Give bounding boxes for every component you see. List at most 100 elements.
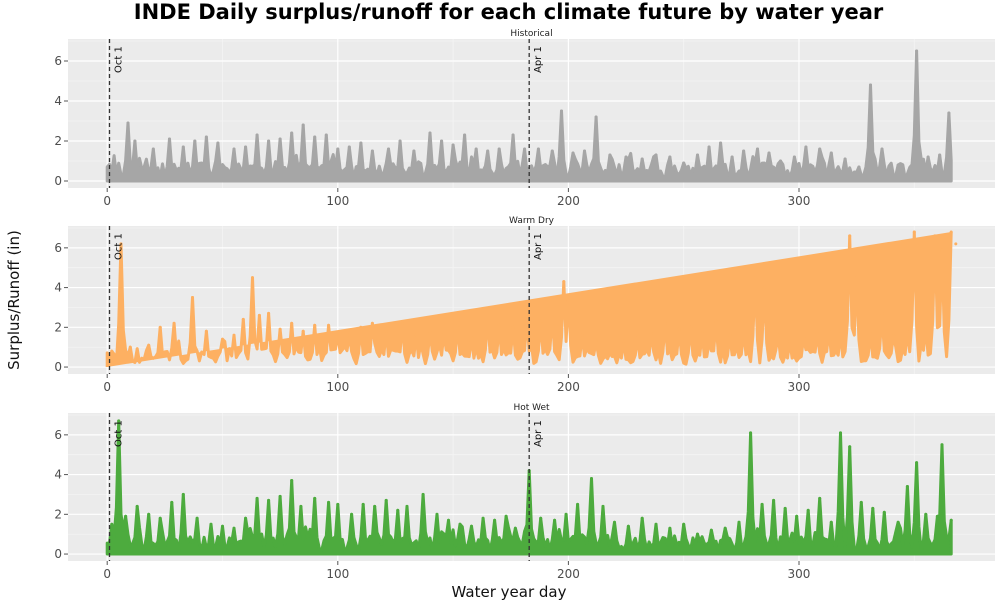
data-point [550, 149, 554, 153]
panel-hot-wet: Oct 1 Apr 1 Hot Wet 0 2 4 6 0 100 200 300 [54, 403, 995, 581]
y-tick-label: 0 [54, 547, 62, 561]
data-point [151, 147, 155, 151]
data-point [818, 147, 822, 151]
data-point [147, 343, 151, 347]
data-point [511, 325, 515, 329]
data-point [421, 492, 425, 496]
data-point [170, 500, 174, 504]
data-point [158, 516, 162, 520]
reference-line-label: Apr 1 [533, 233, 544, 260]
data-point [290, 479, 294, 483]
data-point [110, 349, 114, 353]
data-point [167, 137, 171, 141]
data-point [912, 230, 916, 234]
data-point [772, 498, 776, 502]
panel-strip-title: Warm Dry [509, 216, 555, 226]
data-point [267, 139, 271, 143]
data-point [435, 512, 439, 516]
y-tick-label: 0 [54, 360, 62, 374]
data-point [456, 323, 460, 327]
data-point [191, 296, 195, 300]
data-point [405, 504, 409, 508]
data-point [539, 319, 543, 323]
data-point [232, 526, 236, 530]
data-point [128, 345, 132, 349]
panel-warm-dry: Oct 1 Apr 1 Warm Dry 0 2 4 6 0 100 200 300 [54, 216, 995, 394]
reference-line-label: Apr 1 [533, 46, 544, 73]
series-area [105, 419, 953, 556]
data-point [209, 522, 213, 526]
data-point [700, 331, 704, 335]
data-point [723, 526, 727, 530]
data-point [677, 327, 681, 331]
data-point [359, 325, 363, 329]
data-point [594, 115, 598, 119]
data-point [905, 329, 909, 333]
data-point [313, 496, 317, 500]
data-point [493, 518, 497, 522]
data-point [428, 329, 432, 333]
data-point [776, 333, 780, 337]
data-point [536, 147, 540, 151]
data-point [880, 147, 884, 151]
x-tick-label: 200 [557, 567, 580, 581]
data-point [486, 315, 490, 319]
data-point [244, 145, 248, 149]
data-point [654, 153, 658, 157]
data-point [843, 157, 847, 161]
data-point [497, 323, 501, 327]
data-point [396, 508, 400, 512]
data-point [216, 141, 220, 145]
data-point [954, 242, 958, 246]
data-point [613, 520, 617, 524]
data-point [158, 325, 162, 329]
data-point [571, 151, 575, 155]
data-point [924, 512, 928, 516]
data-point [818, 496, 822, 500]
data-point [267, 498, 271, 502]
data-point [905, 485, 909, 489]
data-point [654, 522, 658, 526]
data-point [760, 502, 764, 506]
data-point [451, 143, 455, 147]
data-point [868, 83, 872, 87]
data-point [640, 157, 644, 161]
data-point [398, 139, 402, 143]
data-point [384, 329, 388, 333]
data-point [301, 329, 305, 333]
data-point [255, 133, 259, 137]
x-tick-label: 0 [103, 194, 111, 208]
data-point [668, 526, 672, 530]
data-point [250, 276, 254, 280]
data-point [788, 339, 792, 343]
data-point [938, 153, 942, 157]
data-point [313, 323, 317, 327]
data-point [859, 500, 863, 504]
data-point [497, 147, 501, 151]
data-point [446, 518, 450, 522]
data-point [172, 321, 176, 325]
data-point [301, 123, 305, 127]
data-point [470, 524, 474, 528]
x-tick-label: 300 [788, 567, 811, 581]
reference-line-label: Oct 1 [114, 233, 125, 260]
data-point [926, 155, 930, 159]
data-point [511, 133, 515, 137]
data-point [589, 477, 593, 481]
x-tick-label: 300 [788, 380, 811, 394]
data-point [559, 109, 563, 113]
data-point [278, 137, 282, 141]
x-tick-label: 100 [326, 380, 349, 394]
data-point [566, 294, 570, 298]
data-point [576, 502, 580, 506]
data-point [804, 145, 808, 149]
data-point [737, 520, 741, 524]
reference-line-label: Oct 1 [114, 420, 125, 447]
x-tick-label: 300 [788, 194, 811, 208]
panel-strip-title: Hot Wet [513, 403, 550, 413]
data-point [336, 331, 340, 335]
data-point [682, 522, 686, 526]
data-point [924, 325, 928, 329]
data-point [278, 327, 282, 331]
data-point [848, 445, 852, 449]
